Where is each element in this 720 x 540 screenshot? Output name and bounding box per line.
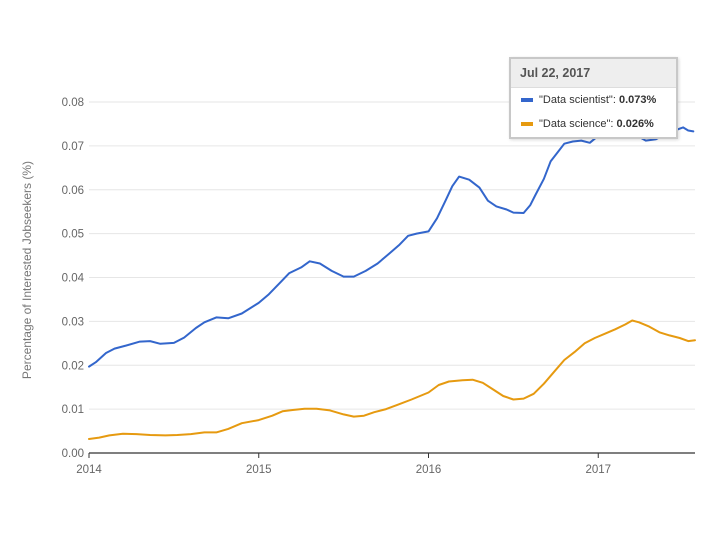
series-line-data-scientist (88, 117, 695, 368)
y-tick-label: 0.07 (62, 141, 84, 153)
hover-tooltip: Jul 22, 2017 "Data scientist": 0.073% "D… (509, 57, 678, 139)
y-tick-label: 0.03 (62, 316, 84, 328)
y-tick-label: 0.08 (62, 97, 84, 109)
y-axis-label: Percentage of Interested Jobseekers (%) (20, 161, 34, 379)
y-tick-label: 0.06 (62, 185, 84, 197)
tooltip-date: Jul 22, 2017 (511, 59, 676, 88)
tooltip-row-data-scientist: "Data scientist": 0.073% (511, 88, 676, 112)
gridlines (89, 101, 695, 454)
y-tick-label: 0.05 (62, 229, 84, 241)
x-axis-ticks: 2014 2015 2016 2017 (76, 453, 611, 476)
x-tick-label: 2016 (416, 464, 442, 476)
y-tick-label: 0.01 (62, 404, 84, 416)
x-tick-label: 2017 (585, 464, 611, 476)
tooltip-label: "Data scientist": (539, 94, 616, 106)
tooltip-value: 0.026% (616, 118, 654, 130)
series-line-data-science (88, 319, 696, 440)
x-tick-label: 2014 (76, 464, 102, 476)
tooltip-value: 0.073% (618, 94, 657, 106)
y-tick-label: 0.04 (62, 273, 85, 285)
legend-swatch-data-scientist (521, 98, 533, 102)
tooltip-label: "Data science": (539, 118, 614, 130)
y-tick-label: 0.02 (62, 360, 84, 372)
legend-swatch-data-science (521, 122, 533, 126)
y-axis-ticks: 0.00 0.01 0.02 0.03 0.04 0.05 0.06 0.07 0.08 (62, 97, 85, 460)
x-tick-label: 2015 (246, 464, 272, 476)
series-lines (88, 117, 696, 440)
tooltip-row-data-science: "Data science": 0.026% (511, 112, 676, 136)
y-tick-label: 0.00 (62, 448, 84, 460)
